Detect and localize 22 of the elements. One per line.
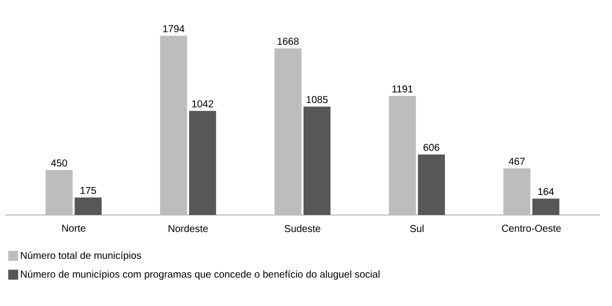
legend-label: Número total de municípios [20, 251, 142, 261]
data-label: 164 [538, 188, 554, 196]
data-label: 450 [51, 159, 68, 167]
data-label: 467 [508, 158, 525, 165]
x-tick-label: Norte [62, 224, 86, 232]
data-label: 1668 [278, 38, 299, 45]
bar [274, 48, 302, 215]
legend-label: Número de municípios com programas que concede o benefício do aluguel social [20, 270, 380, 280]
data-label: 1191 [392, 85, 413, 92]
bar [46, 170, 73, 215]
data-label: 606 [424, 144, 440, 151]
bar [160, 36, 188, 215]
data-label: 1042 [192, 100, 214, 108]
data-label: 175 [80, 187, 96, 194]
x-tick-label: Centro-Oeste [502, 224, 561, 232]
x-tick-label: Sul [410, 224, 424, 232]
bar [503, 168, 530, 215]
x-tick-label: Sudeste [284, 224, 320, 232]
data-label: 1085 [306, 96, 328, 104]
data-label: 1794 [163, 25, 184, 32]
x-tick-label: Nordeste [168, 224, 208, 232]
bar [388, 96, 416, 215]
